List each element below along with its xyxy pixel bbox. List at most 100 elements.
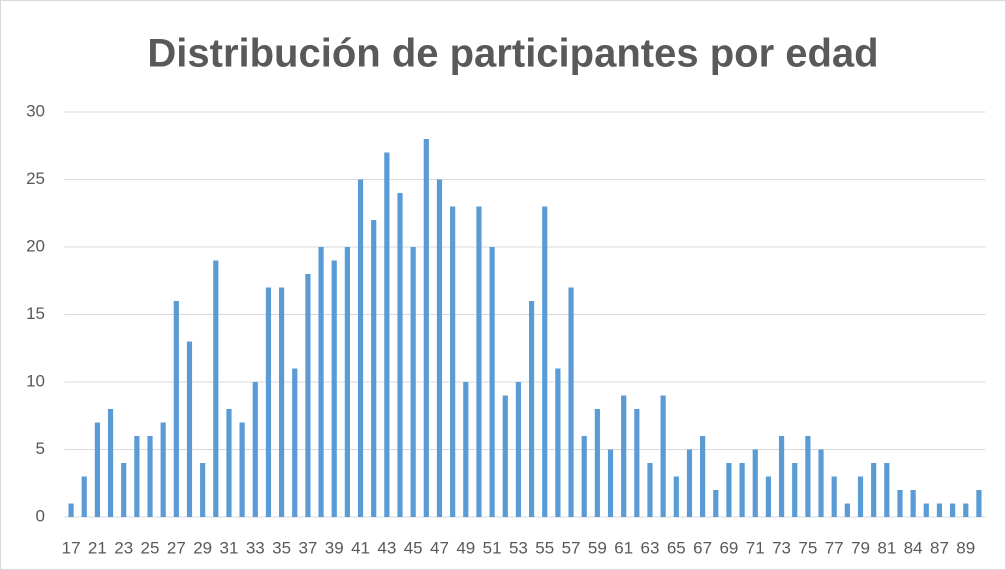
- x-tick-label: 21: [88, 538, 107, 557]
- bar: [160, 422, 166, 517]
- bar: [950, 503, 956, 517]
- bar: [700, 436, 706, 517]
- bar: [173, 301, 179, 517]
- x-tick-label: 59: [588, 538, 607, 557]
- bar: [686, 449, 693, 517]
- bar: [265, 287, 272, 517]
- bar: [976, 490, 982, 517]
- bar: [581, 436, 587, 517]
- bar: [410, 247, 416, 517]
- bar: [134, 436, 140, 517]
- bar: [226, 409, 232, 517]
- x-tick-label: 41: [351, 538, 370, 557]
- bar: [515, 382, 522, 517]
- bar: [331, 260, 337, 517]
- bar: [792, 463, 798, 517]
- bar: [673, 476, 679, 517]
- bar: [752, 449, 758, 517]
- bar: [397, 193, 403, 517]
- x-tick-label: 53: [509, 538, 528, 557]
- bar: [897, 490, 903, 517]
- bar: [844, 503, 850, 517]
- bar: [726, 463, 732, 517]
- x-tick-label: 29: [193, 538, 212, 557]
- bar: [910, 490, 916, 517]
- x-tick-label: 87: [930, 538, 949, 557]
- bar: [423, 139, 429, 517]
- bar: [305, 274, 311, 517]
- bar: [463, 382, 469, 517]
- bar: [502, 395, 508, 517]
- bar: [121, 463, 127, 517]
- x-tick-label: 84: [904, 538, 923, 557]
- bar: [384, 152, 390, 517]
- x-tick-label: 45: [404, 538, 423, 557]
- x-tick-label: 69: [719, 538, 738, 557]
- y-tick-label: 15: [26, 304, 45, 323]
- bar: [963, 503, 969, 517]
- chart-title: Distribución de participantes por edad: [147, 32, 878, 76]
- y-tick-label: 30: [26, 101, 45, 120]
- bar: [831, 476, 837, 517]
- y-tick-label: 5: [36, 439, 45, 458]
- x-tick-label: 71: [746, 538, 765, 557]
- bar: [778, 436, 785, 517]
- bar: [186, 341, 193, 517]
- y-tick-label: 0: [36, 506, 45, 525]
- bar: [528, 301, 535, 517]
- bar: [818, 449, 824, 517]
- bar: [213, 260, 219, 517]
- x-tick-label: 27: [167, 538, 186, 557]
- x-tick-label: 33: [246, 538, 265, 557]
- bar: [884, 463, 890, 517]
- bar: [371, 220, 377, 517]
- bar: [68, 503, 74, 517]
- x-tick-label: 17: [62, 538, 81, 557]
- bar: [568, 287, 574, 517]
- x-tick-label: 35: [272, 538, 291, 557]
- bar: [94, 422, 100, 517]
- bar: [647, 463, 653, 517]
- x-tick-label: 61: [614, 538, 633, 557]
- x-tick-label: 89: [956, 538, 975, 557]
- y-tick-label: 25: [26, 169, 45, 188]
- bar: [765, 476, 772, 517]
- x-tick-label: 57: [562, 538, 581, 557]
- x-tick-label: 77: [825, 538, 844, 557]
- bar: [107, 409, 114, 517]
- x-tick-label: 47: [430, 538, 449, 557]
- x-tick-label: 67: [693, 538, 712, 557]
- bar: [634, 409, 640, 517]
- bar: [555, 368, 561, 517]
- x-tick-label: 51: [483, 538, 502, 557]
- bar: [489, 247, 495, 517]
- x-tick-label: 81: [877, 538, 896, 557]
- x-tick-label: 25: [141, 538, 160, 557]
- bar: [621, 395, 627, 517]
- bar: [450, 206, 456, 517]
- x-tick-label: 73: [772, 538, 791, 557]
- bar: [739, 463, 745, 517]
- bar: [542, 206, 548, 517]
- x-tick-label: 55: [535, 538, 554, 557]
- x-tick-label: 43: [377, 538, 396, 557]
- bar: [344, 247, 350, 517]
- x-tick-label: 31: [220, 538, 239, 557]
- x-tick-label: 39: [325, 538, 344, 557]
- bar: [594, 409, 600, 517]
- bar: [436, 179, 443, 517]
- bar: [857, 476, 864, 517]
- bar: [252, 382, 258, 517]
- bar: [660, 395, 666, 517]
- bar: [239, 422, 245, 517]
- x-tick-label: 75: [798, 538, 817, 557]
- x-tick-label: 63: [641, 538, 660, 557]
- y-tick-label: 10: [26, 371, 45, 390]
- bar: [607, 449, 614, 517]
- bar: [936, 503, 943, 517]
- x-tick-label: 79: [851, 538, 870, 557]
- bar: [318, 247, 324, 517]
- x-tick-label: 49: [456, 538, 475, 557]
- bar: [200, 463, 206, 517]
